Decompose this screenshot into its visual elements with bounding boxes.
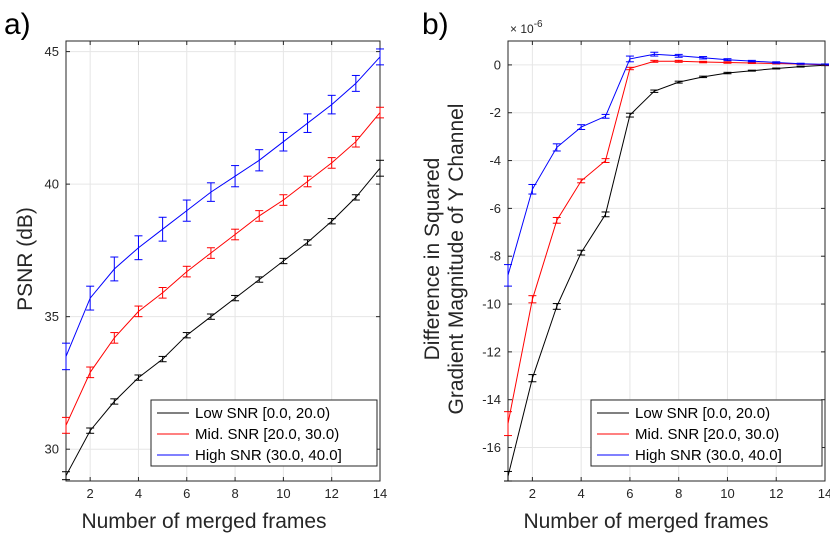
panel-a-legend-entry-1: Mid. SNR [20.0, 30.0) — [195, 426, 339, 443]
panel-b-legend-entry-2: High SNR (30.0, 40.0] — [635, 447, 782, 464]
panel-b-y-tick-label: -2 — [489, 105, 501, 120]
panel-a-x-tick-label: 6 — [183, 486, 190, 501]
panel-b-x-tick-label: 4 — [578, 486, 585, 501]
panel-b-x-tick-label: 8 — [675, 486, 682, 501]
panel-b-x-tick-label: 10 — [720, 486, 734, 501]
panel-b-label: b) — [422, 8, 449, 41]
panel-b-y-exponent-power: -6 — [534, 19, 543, 30]
panel-b-legend: Low SNR [0.0, 20.0) Mid. SNR [20.0, 30.0)… — [591, 400, 822, 466]
panel-b-legend-entry-1: Mid. SNR [20.0, 30.0) — [635, 426, 779, 443]
panel-b-x-tick-label: 14 — [818, 486, 830, 501]
panel-b-y-tick-label: -12 — [482, 344, 501, 359]
panel-a-y-tick-label: 30 — [45, 442, 59, 457]
panel-b-y-axis-label-line2: Gradient Magnitude of Y Channel — [445, 104, 468, 415]
panel-a-legend: Low SNR [0.0, 20.0) Mid. SNR [20.0, 30.0)… — [151, 400, 377, 466]
panel-a-label: a) — [4, 8, 31, 41]
panel-b-x-tick-label: 12 — [769, 486, 783, 501]
panel-a-y-tick-label: 35 — [45, 309, 59, 324]
panel-a-legend-entry-2: High SNR (30.0, 40.0] — [195, 447, 342, 464]
panel-b-y-tick-label: -4 — [489, 153, 501, 168]
panel-a-x-tick-label: 4 — [135, 486, 142, 501]
panel-a-y-axis-label: PSNR (dB) — [14, 207, 37, 311]
panel-a-y-tick-label: 45 — [45, 44, 59, 59]
panel-a-x-tick-label: 10 — [276, 486, 290, 501]
panel-b-x-tick-label: 2 — [529, 486, 536, 501]
panel-a-y-tick-label: 40 — [45, 177, 59, 192]
panel-b-y-tick-label: -6 — [489, 201, 501, 216]
panel-b-y-tick-label: 0 — [494, 57, 501, 72]
panel-a-x-tick-label: 8 — [231, 486, 238, 501]
panel-a-x-tick-label: 2 — [87, 486, 94, 501]
panel-b-y-tick-label: -14 — [482, 392, 501, 407]
panel-b-y-exponent-base: × 10 — [510, 22, 534, 36]
panel-a-psnr-chart: a) 2 4 6 8 10 12 14 30 35 40 45 Number of merged f… — [4, 8, 387, 533]
panel-b-legend-entry-0: Low SNR [0.0, 20.0) — [635, 405, 770, 422]
panel-b-y-exponent: × 10-6 — [510, 19, 543, 36]
panel-b-x-tick-label: 6 — [626, 486, 633, 501]
panel-b-y-tick-label: -16 — [482, 440, 501, 455]
panel-a-x-tick-label: 12 — [324, 486, 338, 501]
panel-b-x-axis-label: Number of merged frames — [523, 510, 768, 533]
panel-b-y-tick-label: -8 — [489, 249, 501, 264]
panel-a-legend-entry-0: Low SNR [0.0, 20.0) — [195, 405, 330, 422]
panel-b-y-axis-label-line1: Difference in Squared — [421, 158, 444, 361]
panel-a-x-axis-label: Number of merged frames — [81, 510, 326, 533]
panel-b-y-tick-label: -10 — [482, 297, 501, 312]
panel-a-x-tick-label: 14 — [373, 486, 387, 501]
